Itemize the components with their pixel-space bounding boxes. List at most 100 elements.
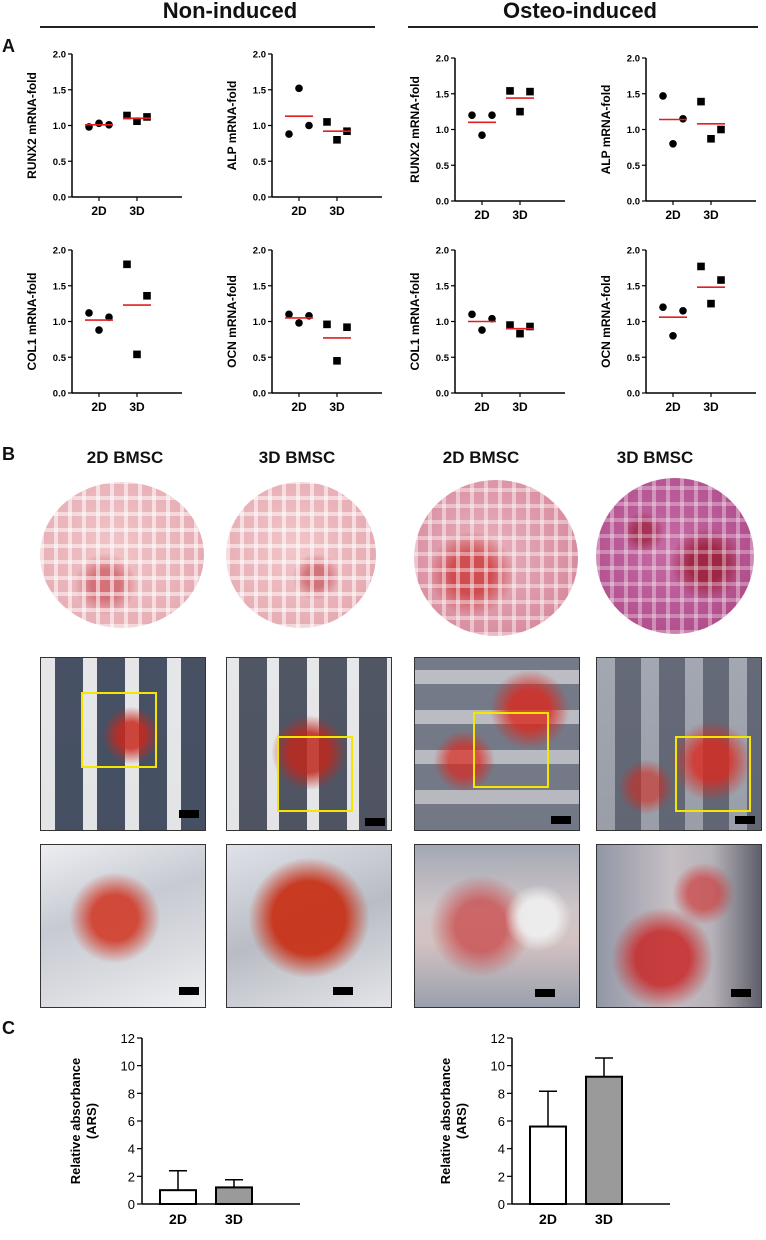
y-tick-label: 6 (128, 1114, 135, 1129)
x-tick-label: 3D (512, 208, 528, 222)
bar-2d (159, 1189, 197, 1206)
y-axis-label: COL1 mRNA-fold (25, 273, 39, 371)
y-axis-label: COL1 mRNA-fold (408, 273, 422, 371)
y-tick-label: 0.0 (53, 389, 66, 400)
data-point-2d (679, 306, 687, 315)
x-tick-label: 3D (703, 400, 719, 414)
x-tick-label: 3D (595, 1211, 613, 1227)
data-point-3d (516, 329, 524, 338)
roi-box (473, 712, 549, 788)
chart-ars-osteo-induced: Relative absorbance (ARS) 0 2 4 6 8 10 12 2D 3D (438, 1031, 670, 1227)
chart-ars-non-induced: Relative absorbance (ARS) 0 2 4 6 8 10 12 2D 3D (68, 1031, 300, 1227)
data-point-2d (669, 332, 677, 340)
x-tick-label: 2D (474, 208, 490, 222)
y-tick-label: 1.5 (436, 281, 450, 292)
header-non-induced-rule (40, 26, 375, 28)
y-axis-label: ALP mRNA-fold (599, 85, 613, 175)
roi-box (81, 692, 157, 768)
y-tick-label: 0.0 (436, 197, 449, 208)
y-tick-label: 1.0 (253, 121, 266, 132)
y-tick-label: 0.5 (627, 161, 641, 172)
header-non-induced: Non-induced (162, 0, 298, 23)
data-point-2d (105, 313, 113, 322)
y-tick-label: 2.0 (436, 246, 449, 257)
data-point-3d (506, 321, 514, 329)
y-tick-label: 10 (121, 1059, 135, 1074)
micrograph-high-mag-2d-osteo-induced (414, 844, 580, 1008)
x-tick-label: 2D (665, 400, 681, 414)
y-tick-label: 1.5 (53, 85, 67, 96)
data-point-3d (707, 134, 715, 143)
scale-bar (535, 989, 555, 997)
scale-bar (179, 987, 199, 995)
y-tick-label: 2.0 (53, 246, 66, 257)
y-tick-label: 0.0 (436, 389, 449, 400)
header-osteo-induced-rule (408, 26, 758, 28)
data-point-3d (123, 260, 131, 269)
data-point-3d (323, 118, 331, 126)
y-axis-label-unit: (ARS) (84, 1103, 99, 1139)
y-tick-label: 1.0 (436, 125, 449, 136)
column-title-2d-bmsc-non-induced: 2D BMSC (86, 448, 164, 467)
data-point-2d (295, 319, 303, 327)
micrograph-low-mag-3d-osteo-induced (596, 657, 762, 831)
scale-bar (179, 810, 199, 818)
chart-alp-osteo-induced: ALP mRNA-fold 0.0 0.5 1.0 1.5 2.0 2D 3D (599, 54, 756, 222)
data-point-3d (143, 291, 151, 300)
scale-bar (731, 989, 751, 997)
data-point-2d (85, 309, 93, 317)
y-tick-label: 0.5 (436, 353, 450, 364)
data-point-3d (697, 97, 705, 106)
micrograph-low-mag-2d-non-induced (40, 657, 206, 831)
data-point-2d (295, 84, 303, 93)
y-tick-label: 2 (128, 1169, 135, 1184)
y-tick-label: 6 (498, 1114, 505, 1129)
data-point-2d (305, 121, 313, 130)
data-point-3d (143, 113, 151, 121)
column-title-3d-bmsc-non-induced: 3D BMSC (258, 448, 336, 467)
bar-3d (215, 1186, 253, 1205)
y-tick-label: 1.0 (627, 317, 640, 328)
x-tick-label: 2D (665, 208, 681, 222)
y-tick-label: 1.5 (253, 281, 267, 292)
y-tick-label: 10 (491, 1059, 505, 1074)
scale-bar (365, 818, 385, 826)
data-point-3d (323, 320, 331, 329)
y-tick-label: 2.0 (627, 54, 640, 65)
x-tick-label: 2D (91, 400, 107, 414)
data-point-2d (488, 314, 496, 323)
x-tick-label: 2D (91, 204, 107, 218)
x-tick-label: 2D (474, 400, 490, 414)
x-tick-label: 2D (539, 1211, 557, 1227)
data-point-2d (478, 326, 486, 334)
y-tick-label: 0.0 (627, 389, 640, 400)
y-tick-label: 0.0 (53, 193, 66, 204)
y-axis-label: OCN mRNA-fold (599, 275, 613, 368)
y-axis-label: Relative absorbance (68, 1058, 83, 1184)
y-axis-label: ALP mRNA-fold (225, 81, 239, 171)
bar-2d (529, 1125, 567, 1205)
y-tick-label: 1.5 (627, 281, 641, 292)
y-tick-label: 1.5 (436, 89, 450, 100)
y-tick-label: 2.0 (253, 50, 266, 61)
chart-alp-non-induced: ALP mRNA-fold 0.0 0.5 1.0 1.5 2.0 2D 3D (225, 50, 382, 218)
micrograph-low-mag-2d-osteo-induced (414, 657, 580, 831)
y-tick-label: 0.5 (253, 353, 267, 364)
data-point-3d (333, 136, 341, 144)
scaffold-image-2d-osteo-induced (414, 480, 578, 636)
x-tick-label: 3D (225, 1211, 243, 1227)
micrograph-high-mag-2d-non-induced (40, 844, 206, 1008)
column-title-3d-bmsc-osteo-induced: 3D BMSC (616, 448, 694, 467)
y-tick-label: 1.0 (436, 317, 449, 328)
y-tick-label: 0.0 (253, 193, 266, 204)
data-point-3d (133, 350, 141, 359)
micrograph-low-mag-3d-non-induced (226, 657, 392, 831)
x-tick-label: 2D (291, 204, 307, 218)
y-tick-label: 1.5 (53, 281, 67, 292)
x-tick-label: 3D (329, 400, 345, 414)
y-tick-label: 0.5 (627, 353, 641, 364)
y-tick-label: 0.5 (53, 157, 67, 168)
y-axis-label: Relative absorbance (438, 1058, 453, 1184)
y-tick-label: 0.5 (253, 157, 267, 168)
y-tick-label: 2.0 (253, 246, 266, 257)
